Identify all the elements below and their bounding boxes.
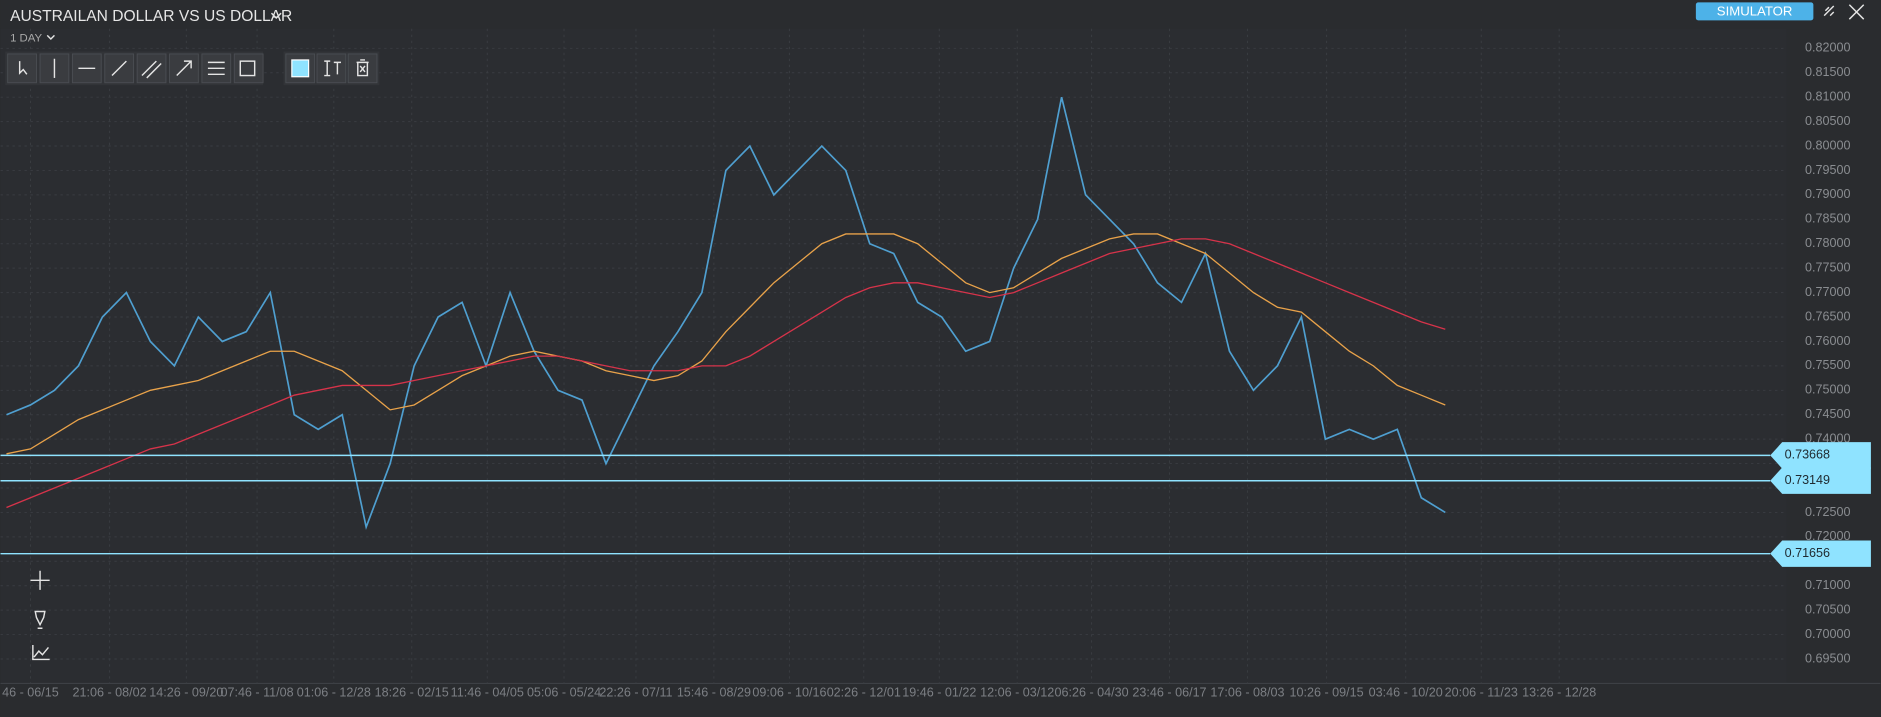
y-tick-label: 0.76500: [1805, 309, 1850, 323]
dropdown-arrow[interactable]: [270, 12, 282, 20]
y-tick-label: 0.72000: [1805, 529, 1850, 543]
pen-tool[interactable]: [34, 610, 46, 629]
x-tick-label: 11:46 - 04/05: [451, 685, 524, 699]
x-tick-label: 10:26 - 09/15: [1290, 685, 1364, 699]
level-tag: [1770, 442, 1871, 469]
y-tick-label: 0.77500: [1805, 260, 1850, 274]
x-tick-label: 21:06 - 08/02: [73, 685, 147, 699]
x-tick-label: 06:26 - 04/30: [1055, 685, 1129, 699]
y-tick-label: 0.70500: [1805, 602, 1850, 616]
text-tool[interactable]: [316, 53, 347, 84]
y-tick-label: 0.76000: [1805, 334, 1850, 348]
dropdown-arrow[interactable]: [46, 34, 55, 40]
x-tick-label: 14:26 - 09/20: [149, 685, 223, 699]
y-tick-label: 0.74000: [1805, 431, 1850, 445]
plot-area: [0, 28, 1787, 684]
x-tick-label: 09:06 - 10/16: [752, 685, 826, 699]
y-tick-label: 0.80500: [1805, 114, 1850, 128]
instrument-title[interactable]: AUSTRAILAN DOLLAR VS US DOLLAR: [10, 8, 292, 25]
x-tick-label: 18:26 - 02/15: [375, 685, 449, 699]
rectangle-tool[interactable]: [233, 53, 264, 84]
x-tick-label: 46 - 06/15: [2, 685, 59, 699]
y-tick-label: 0.70000: [1805, 627, 1850, 641]
x-tick-label: 03:46 - 10/20: [1369, 685, 1443, 699]
icon: [18, 61, 28, 75]
x-tick-label: 23:46 - 06/17: [1132, 685, 1206, 699]
level-label: 0.71656: [1785, 546, 1830, 560]
cursor-tool[interactable]: [7, 53, 37, 84]
data-layer: [0, 96, 1771, 555]
icon: [324, 60, 342, 77]
link-icon[interactable]: [1823, 5, 1835, 17]
y-tick-label: 0.79500: [1805, 163, 1850, 177]
moving-average: [6, 238, 1446, 509]
y-tick-label: 0.82000: [1805, 41, 1850, 55]
y-tick-label: 0.77000: [1805, 285, 1850, 299]
icon: [141, 60, 162, 79]
x-tick-label: 22:26 - 07/11: [599, 685, 672, 699]
timeframe[interactable]: 1 DAY: [10, 32, 42, 44]
level-tag: [1770, 540, 1871, 567]
y-tick-label: 0.71000: [1805, 578, 1850, 592]
y-tick-label: 0.79000: [1805, 187, 1850, 201]
x-tick-label: 13:26 - 12/28: [1522, 685, 1596, 699]
indicator-tool[interactable]: [32, 645, 50, 661]
y-tick-label: 0.81000: [1805, 90, 1850, 104]
icon: [239, 60, 256, 77]
x-tick-label: 01:06 - 12/28: [297, 685, 371, 699]
y-tick-label: 0.74500: [1805, 407, 1850, 421]
moving-average: [6, 233, 1446, 455]
y-tick-label: 0.81500: [1805, 65, 1850, 79]
y-tick-label: 0.78000: [1805, 236, 1850, 250]
x-tick-label: 05:06 - 05/24: [527, 685, 601, 699]
y-tick-label: 0.75000: [1805, 383, 1850, 397]
y-tick-label: 0.78500: [1805, 212, 1850, 226]
simulator-button[interactable]: [1695, 2, 1814, 21]
icon: [176, 60, 192, 77]
y-tick-label: 0.72500: [1805, 505, 1850, 519]
x-tick-label: 17:06 - 08/03: [1210, 685, 1284, 699]
icon: [207, 61, 225, 76]
color-swatch: [291, 59, 310, 78]
y-tick-label: 0.80000: [1805, 138, 1850, 152]
side-tools: [30, 570, 50, 661]
x-tick-label: 07:46 - 11/08: [220, 685, 293, 699]
simulator-label[interactable]: SIMULATOR: [1717, 3, 1793, 18]
x-tick-label: 02:26 - 12/01: [827, 685, 901, 699]
x-tick-label: 19:46 - 01/22: [902, 685, 976, 699]
level-tag: [1770, 467, 1871, 494]
x-tick-label: 15:46 - 08/29: [677, 685, 751, 699]
close-icon[interactable]: [1848, 4, 1865, 20]
icon: [356, 59, 369, 77]
x-tick-label: 12:06 - 03/12: [980, 685, 1054, 699]
drawing-toolbar: [5, 51, 380, 86]
x-tick-label: 20:06 - 11/23: [1445, 685, 1518, 699]
level-label: 0.73149: [1785, 473, 1830, 487]
channel-tool[interactable]: [136, 53, 167, 84]
grid-layer: [0, 28, 1787, 684]
level-label: 0.73668: [1785, 448, 1830, 462]
crosshair-tool[interactable]: [30, 570, 50, 590]
y-tick-label: 0.75500: [1805, 358, 1850, 372]
y-tick-label: 0.69500: [1805, 651, 1850, 665]
icon: [111, 60, 127, 77]
